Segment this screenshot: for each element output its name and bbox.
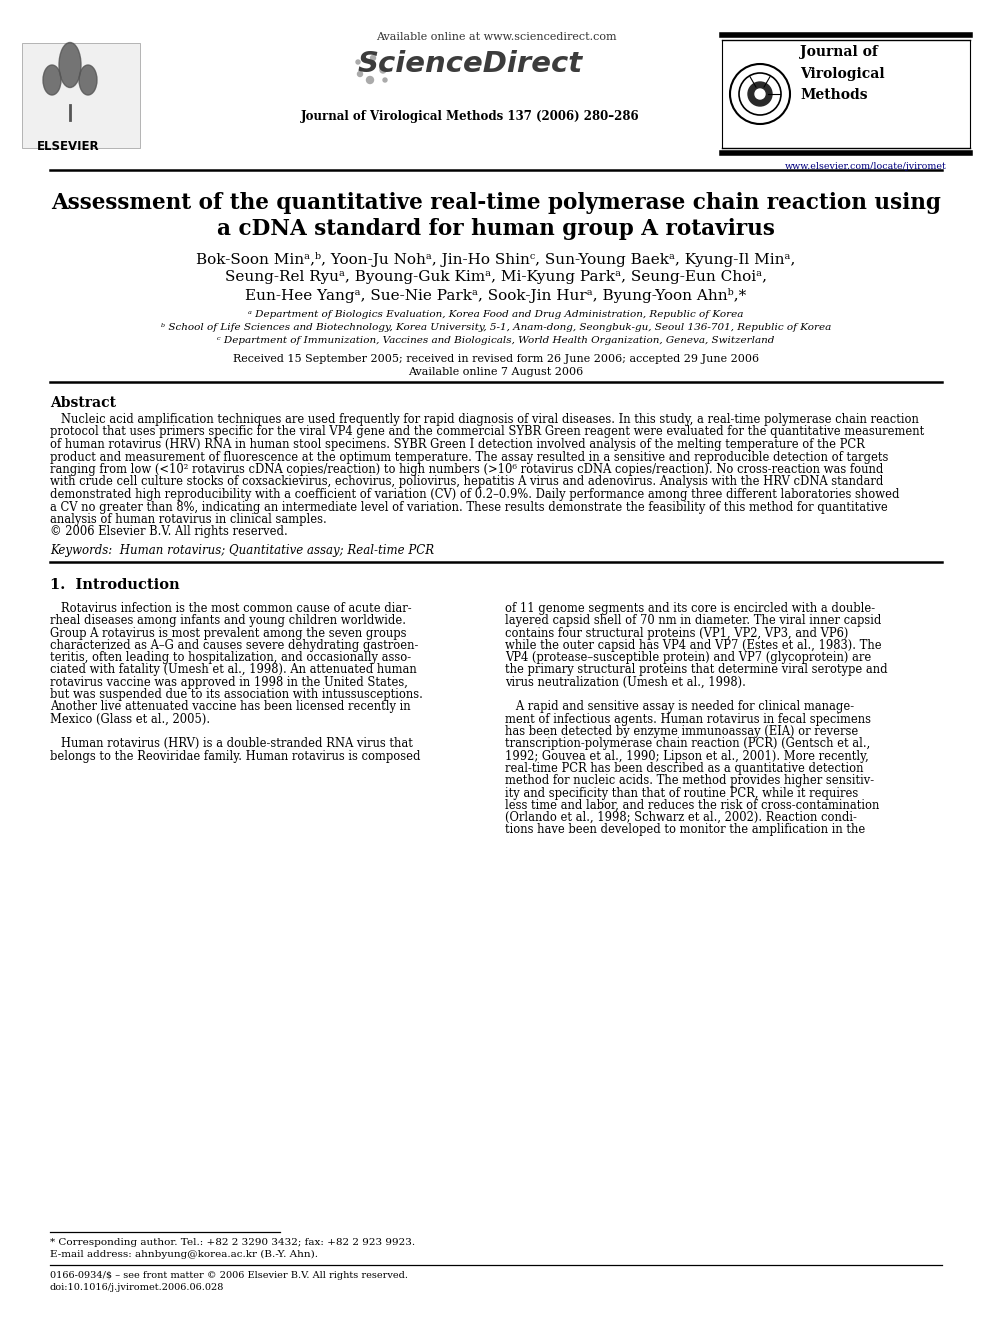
Text: ᵇ School of Life Sciences and Biotechnology, Korea University, 5-1, Anam-dong, S: ᵇ School of Life Sciences and Biotechnol… xyxy=(161,323,831,332)
Text: a CV no greater than 8%, indicating an intermediate level of variation. These re: a CV no greater than 8%, indicating an i… xyxy=(50,500,888,513)
Text: protocol that uses primers specific for the viral VP4 gene and the commercial SY: protocol that uses primers specific for … xyxy=(50,426,925,438)
Text: layered capsid shell of 70 nm in diameter. The viral inner capsid: layered capsid shell of 70 nm in diamete… xyxy=(505,614,881,627)
Circle shape xyxy=(383,78,387,82)
Text: of 11 genome segments and its core is encircled with a double-: of 11 genome segments and its core is en… xyxy=(505,602,875,615)
Circle shape xyxy=(739,73,781,115)
Text: Group A rotavirus is most prevalent among the seven groups: Group A rotavirus is most prevalent amon… xyxy=(50,627,407,639)
Text: has been detected by enzyme immunoassay (EIA) or reverse: has been detected by enzyme immunoassay … xyxy=(505,725,858,738)
Text: Eun-Hee Yangᵃ, Sue-Nie Parkᵃ, Sook-Jin Hurᵃ, Byung-Yoon Ahnᵇ,*: Eun-Hee Yangᵃ, Sue-Nie Parkᵃ, Sook-Jin H… xyxy=(245,288,747,303)
Text: Abstract: Abstract xyxy=(50,396,116,410)
Text: with crude cell culture stocks of coxsackievirus, echovirus, poliovirus, hepatit: with crude cell culture stocks of coxsac… xyxy=(50,475,883,488)
Text: © 2006 Elsevier B.V. All rights reserved.: © 2006 Elsevier B.V. All rights reserved… xyxy=(50,525,288,538)
Text: belongs to the Reoviridae family. Human rotavirus is composed: belongs to the Reoviridae family. Human … xyxy=(50,750,421,762)
Text: A rapid and sensitive assay is needed for clinical manage-: A rapid and sensitive assay is needed fo… xyxy=(505,700,854,713)
Text: method for nucleic acids. The method provides higher sensitiv-: method for nucleic acids. The method pro… xyxy=(505,774,874,787)
Text: E-mail address: ahnbyung@korea.ac.kr (B.-Y. Ahn).: E-mail address: ahnbyung@korea.ac.kr (B.… xyxy=(50,1250,318,1259)
Text: ᶜ Department of Immunization, Vaccines and Biologicals, World Health Organizatio: ᶜ Department of Immunization, Vaccines a… xyxy=(217,336,775,345)
Text: demonstrated high reproducibility with a coefficient of variation (CV) of 0.2–0.: demonstrated high reproducibility with a… xyxy=(50,488,900,501)
Text: real-time PCR has been described as a quantitative detection: real-time PCR has been described as a qu… xyxy=(505,762,863,775)
Text: Human rotavirus (HRV) is a double-stranded RNA virus that: Human rotavirus (HRV) is a double-strand… xyxy=(50,737,413,750)
Text: VP4 (protease–susceptible protein) and VP7 (glycoprotein) are: VP4 (protease–susceptible protein) and V… xyxy=(505,651,871,664)
Text: rotavirus vaccine was approved in 1998 in the United States,: rotavirus vaccine was approved in 1998 i… xyxy=(50,676,408,689)
Circle shape xyxy=(755,89,765,99)
Text: ciated with fatality (Umesh et al., 1998). An attenuated human: ciated with fatality (Umesh et al., 1998… xyxy=(50,664,417,676)
Text: while the outer capsid has VP4 and VP7 (Estes et al., 1983). The: while the outer capsid has VP4 and VP7 (… xyxy=(505,639,882,652)
Text: 1992; Gouvea et al., 1990; Lipson et al., 2001). More recently,: 1992; Gouvea et al., 1990; Lipson et al.… xyxy=(505,750,869,762)
Text: rheal diseases among infants and young children worldwide.: rheal diseases among infants and young c… xyxy=(50,614,406,627)
Text: ity and specificity than that of routine PCR, while it requires: ity and specificity than that of routine… xyxy=(505,786,858,799)
Circle shape xyxy=(356,60,360,64)
Text: virus neutralization (Umesh et al., 1998).: virus neutralization (Umesh et al., 1998… xyxy=(505,676,746,689)
Text: Bok-Soon Minᵃ,ᵇ, Yoon-Ju Nohᵃ, Jin-Ho Shinᶜ, Sun-Young Baekᵃ, Kyung-Il Minᵃ,: Bok-Soon Minᵃ,ᵇ, Yoon-Ju Nohᵃ, Jin-Ho Sh… xyxy=(196,251,796,267)
Text: * Corresponding author. Tel.: +82 2 3290 3432; fax: +82 2 923 9923.: * Corresponding author. Tel.: +82 2 3290… xyxy=(50,1238,415,1248)
Text: teritis, often leading to hospitalization, and occasionally asso-: teritis, often leading to hospitalizatio… xyxy=(50,651,411,664)
Circle shape xyxy=(730,64,790,124)
Text: ᵃ Department of Biologics Evaluation, Korea Food and Drug Administration, Republ: ᵃ Department of Biologics Evaluation, Ko… xyxy=(248,310,744,319)
Text: analysis of human rotavirus in clinical samples.: analysis of human rotavirus in clinical … xyxy=(50,513,326,527)
Text: less time and labor, and reduces the risk of cross-contamination: less time and labor, and reduces the ris… xyxy=(505,799,879,812)
Circle shape xyxy=(380,67,386,73)
Text: Rotavirus infection is the most common cause of acute diar-: Rotavirus infection is the most common c… xyxy=(50,602,412,615)
Text: Assessment of the quantitative real-time polymerase chain reaction using: Assessment of the quantitative real-time… xyxy=(51,192,941,214)
Text: doi:10.1016/j.jviromet.2006.06.028: doi:10.1016/j.jviromet.2006.06.028 xyxy=(50,1283,224,1293)
Text: Mexico (Glass et al., 2005).: Mexico (Glass et al., 2005). xyxy=(50,713,210,726)
Ellipse shape xyxy=(59,42,81,87)
Text: of human rotavirus (HRV) RNA in human stool specimens. SYBR Green I detection in: of human rotavirus (HRV) RNA in human st… xyxy=(50,438,865,451)
Text: contains four structural proteins (VP1, VP2, VP3, and VP6): contains four structural proteins (VP1, … xyxy=(505,627,848,639)
Text: the primary structural proteins that determine viral serotype and: the primary structural proteins that det… xyxy=(505,664,888,676)
Circle shape xyxy=(370,56,376,61)
Text: ment of infectious agents. Human rotavirus in fecal specimens: ment of infectious agents. Human rotavir… xyxy=(505,713,871,726)
Text: Available online 7 August 2006: Available online 7 August 2006 xyxy=(409,366,583,377)
Text: but was suspended due to its association with intussusceptions.: but was suspended due to its association… xyxy=(50,688,423,701)
Ellipse shape xyxy=(43,65,61,95)
Text: characterized as A–G and causes severe dehydrating gastroen-: characterized as A–G and causes severe d… xyxy=(50,639,419,652)
Text: 1.  Introduction: 1. Introduction xyxy=(50,578,180,591)
Text: ELSEVIER: ELSEVIER xyxy=(37,140,99,153)
Text: ScienceDirect: ScienceDirect xyxy=(357,50,582,78)
Text: Journal of Virological Methods 137 (2006) 280–286: Journal of Virological Methods 137 (2006… xyxy=(301,110,639,123)
Text: Seung-Rel Ryuᵃ, Byoung-Guk Kimᵃ, Mi-Kyung Parkᵃ, Seung-Eun Choiᵃ,: Seung-Rel Ryuᵃ, Byoung-Guk Kimᵃ, Mi-Kyun… xyxy=(225,270,767,284)
Text: (Orlando et al., 1998; Schwarz et al., 2002). Reaction condi-: (Orlando et al., 1998; Schwarz et al., 2… xyxy=(505,811,857,824)
Text: 0166-0934/$ – see front matter © 2006 Elsevier B.V. All rights reserved.: 0166-0934/$ – see front matter © 2006 El… xyxy=(50,1271,408,1279)
Ellipse shape xyxy=(79,65,97,95)
Circle shape xyxy=(748,82,772,106)
Text: a cDNA standard for human group A rotavirus: a cDNA standard for human group A rotavi… xyxy=(217,218,775,239)
Text: Received 15 September 2005; received in revised form 26 June 2006; accepted 29 J: Received 15 September 2005; received in … xyxy=(233,355,759,364)
Text: Another live attenuated vaccine has been licensed recently in: Another live attenuated vaccine has been… xyxy=(50,700,411,713)
Text: Nucleic acid amplification techniques are used frequently for rapid diagnosis of: Nucleic acid amplification techniques ar… xyxy=(50,413,919,426)
Text: Keywords:  Human rotavirus; Quantitative assay; Real-time PCR: Keywords: Human rotavirus; Quantitative … xyxy=(50,544,434,557)
Circle shape xyxy=(357,71,362,77)
Text: ranging from low (<10² rotavirus cDNA copies/reaction) to high numbers (>10⁶ rot: ranging from low (<10² rotavirus cDNA co… xyxy=(50,463,883,476)
Circle shape xyxy=(366,77,374,83)
Text: Available online at www.sciencedirect.com: Available online at www.sciencedirect.co… xyxy=(376,32,616,42)
Text: www.elsevier.com/locate/jviromet: www.elsevier.com/locate/jviromet xyxy=(785,161,947,171)
Bar xyxy=(22,44,140,148)
Text: Journal of
Virological
Methods: Journal of Virological Methods xyxy=(800,45,885,102)
Text: product and measurement of fluorescence at the optimum temperature. The assay re: product and measurement of fluorescence … xyxy=(50,451,889,463)
Text: transcription-polymerase chain reaction (PCR) (Gentsch et al.,: transcription-polymerase chain reaction … xyxy=(505,737,870,750)
Text: tions have been developed to monitor the amplification in the: tions have been developed to monitor the… xyxy=(505,823,865,836)
